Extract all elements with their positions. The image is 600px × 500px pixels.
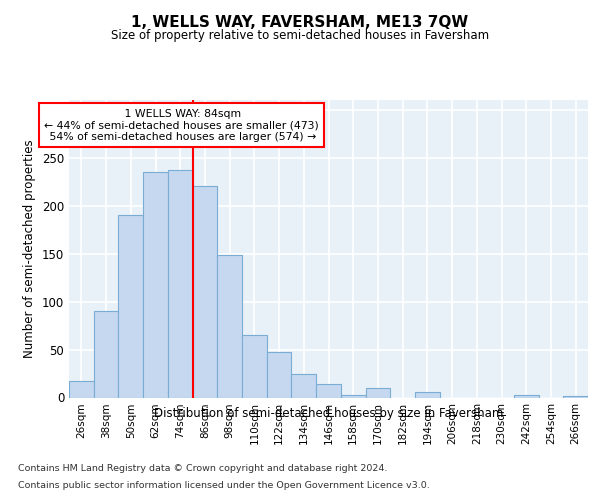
Text: 1 WELLS WAY: 84sqm
← 44% of semi-detached houses are smaller (473)
 54% of semi-: 1 WELLS WAY: 84sqm ← 44% of semi-detache… (44, 108, 319, 142)
Bar (168, 170, 193, 398)
Bar (316, 384, 341, 398)
Bar (292, 374, 316, 398)
Bar (514, 394, 539, 398)
Bar (193, 186, 217, 398)
Text: 1, WELLS WAY, FAVERSHAM, ME13 7QW: 1, WELLS WAY, FAVERSHAM, ME13 7QW (131, 15, 469, 30)
Text: Contains public sector information licensed under the Open Government Licence v3: Contains public sector information licen… (18, 481, 430, 490)
Bar (69, 381, 94, 398)
Bar (143, 172, 168, 398)
Bar (267, 352, 292, 398)
Bar (341, 394, 365, 398)
Bar (217, 256, 242, 398)
Bar (415, 392, 440, 398)
Y-axis label: Number of semi-detached properties: Number of semi-detached properties (23, 140, 37, 358)
Bar (94, 311, 118, 398)
Text: Size of property relative to semi-detached houses in Faversham: Size of property relative to semi-detach… (111, 29, 489, 42)
Bar (365, 388, 390, 398)
Bar (118, 215, 143, 398)
Text: Contains HM Land Registry data © Crown copyright and database right 2024.: Contains HM Land Registry data © Crown c… (18, 464, 388, 473)
Bar (242, 335, 267, 398)
Text: Distribution of semi-detached houses by size in Faversham: Distribution of semi-detached houses by … (154, 408, 503, 420)
Bar (563, 396, 588, 398)
